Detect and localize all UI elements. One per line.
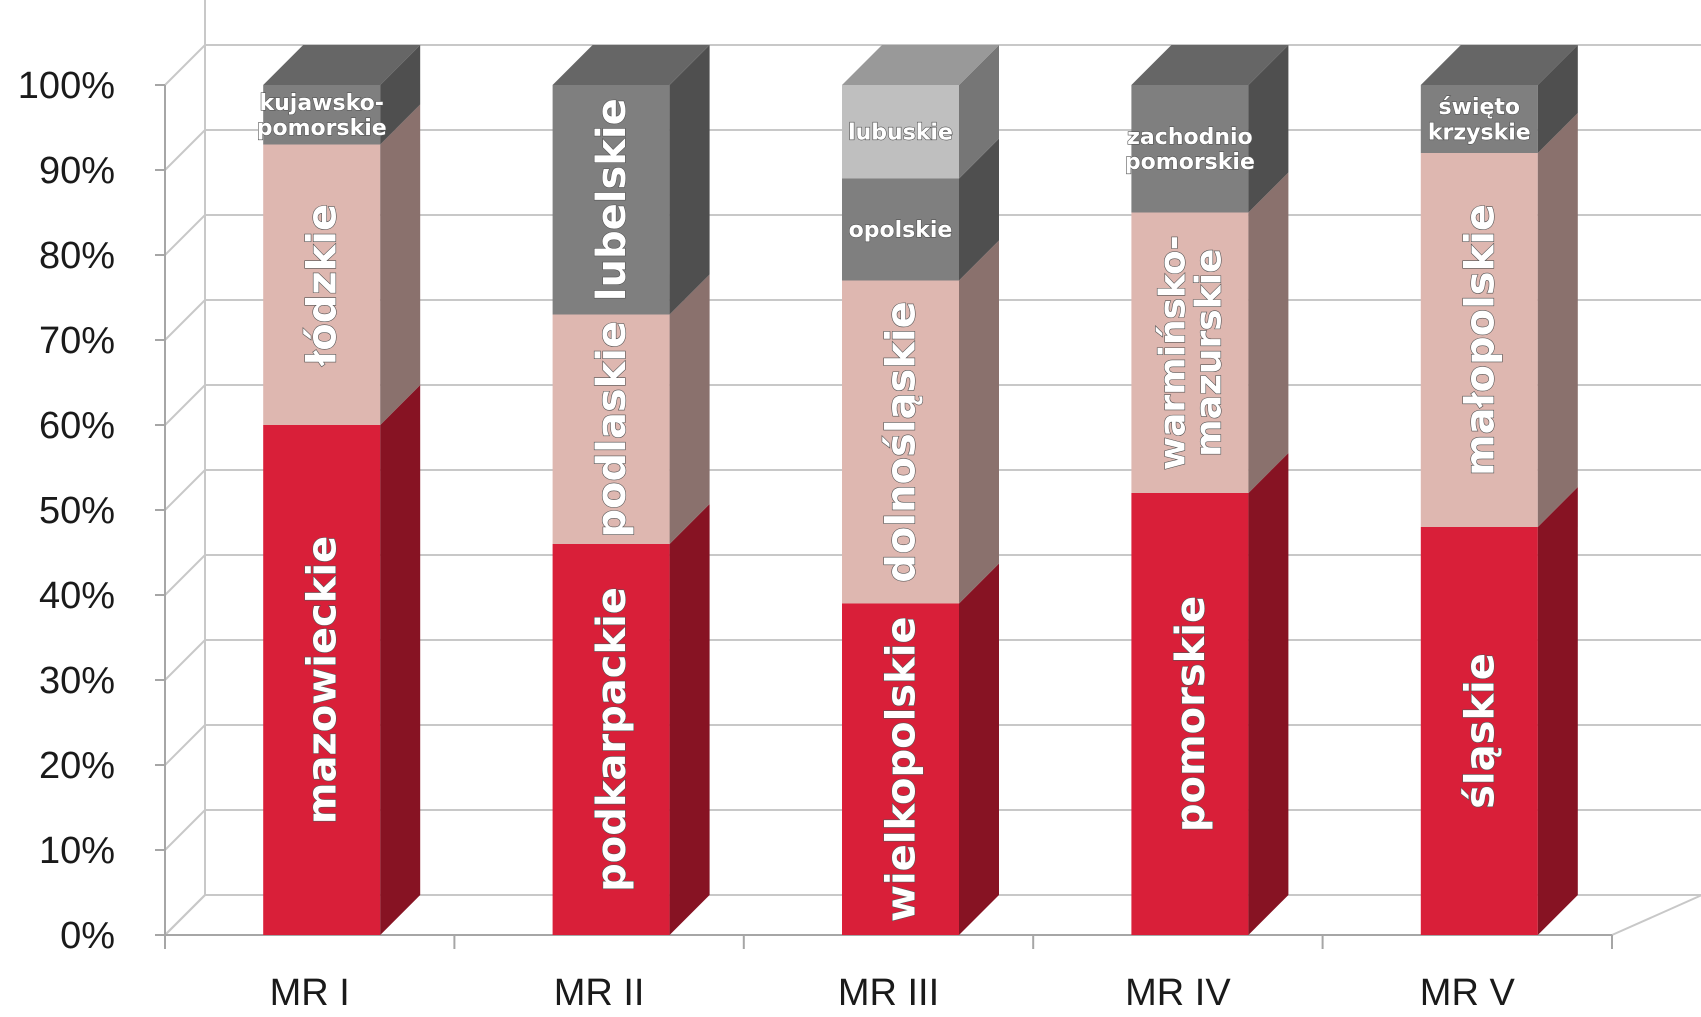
segment-top [263,45,421,85]
segment-label: mazowieckie [300,536,346,824]
segment-label: łódzkie [300,204,346,367]
y-tick-label: 30% [39,660,115,702]
segment-lubelskie: lubelskie [552,45,710,315]
segment-side [1248,453,1289,935]
segment-łódzkie: łódzkie [263,104,421,425]
segment-label: pomorskie [1168,596,1214,832]
segment-top [552,45,710,85]
segment-side [669,274,710,544]
segment-label: święto krzyskie [1428,95,1531,145]
segment-warmińsko-mazurskie: warmińsko-mazurskie [1131,172,1289,493]
segment-front [1131,212,1249,493]
bar-mr-ii: podkarpackie podlaskie lubelskie [552,45,710,935]
segment-front [842,85,959,179]
y-tick-label: 20% [39,745,115,787]
segment-top [842,45,999,85]
segment-małopolskie: małopolskie [1420,113,1578,527]
segment-top [1420,45,1578,85]
segment-front [1131,493,1249,935]
y-tick-label: 70% [39,320,115,362]
segment-front [1420,153,1538,527]
y-tick-label: 10% [39,830,115,872]
segment-front [552,544,670,935]
segment-side [959,563,999,935]
y-tick-label: 40% [39,575,115,617]
segment-wielkopolskie: wielkopolskie [842,563,999,935]
segment-pomorskie: pomorskie [1131,453,1289,935]
segment-front [263,425,381,935]
segment-label: śląskie [1457,653,1503,809]
segment-front [842,280,959,604]
segment-front [552,85,670,315]
segment-śląskie: śląskie [1420,487,1578,935]
segment-dolnośląskie: dolnośląskie [842,240,999,604]
segment-zachodnio-pomorskie: zachodnio pomorskie [1124,45,1289,213]
segment-side [959,45,999,179]
segment-side [380,104,421,425]
segment-label: opolskie [849,218,953,243]
segment-front [842,603,959,935]
segment-side [380,385,421,935]
segment-side [669,504,710,935]
y-tick-label: 0% [60,915,115,957]
segment-label: lubuskie [848,120,953,145]
x-category-label: MR IV [1125,972,1231,1014]
segment-side [959,138,999,281]
segment-side [959,240,999,604]
y-tick-label: 60% [39,405,115,447]
segment-label: dolnośląskie [879,301,925,583]
segment-label: zachodnio pomorskie [1125,125,1255,175]
segment-label: lubelskie [589,98,635,301]
bar-mr-iv: pomorskie warmińsko-mazurskie zachodnio pom… [1124,45,1289,935]
segment-label: warmińsko-mazurskie [1153,235,1230,470]
segment-top [1131,45,1289,85]
segment-mazowieckie: mazowieckie [263,385,421,935]
bars: mazowieckie łódzkie kujawsko-pomorskie podk… [256,45,1578,935]
y-tick-label: 100% [18,65,115,107]
segment-front [1420,527,1538,935]
segment-label: wielkopolskie [879,616,925,922]
segment-podlaskie: podlaskie [552,274,710,544]
x-category-label: MR I [270,972,350,1014]
segment-lubuskie: lubuskie [842,45,999,179]
segment-side [1537,113,1578,527]
segment-side [669,45,710,315]
y-tick-labels: 0% 10% 20% 30% 40% 50% 60% 70% 80% 90% 100% [18,65,115,957]
segment-front [1420,85,1538,153]
bar-mr-iii: wielkopolskie dolnośląskie opolskie lubuski… [842,45,999,935]
segment-front [263,144,381,425]
segment-side [1537,487,1578,935]
segment-święto-krzyskie: święto krzyskie [1420,45,1578,153]
segment-side [1248,172,1289,493]
bar-mr-v: śląskie małopolskie święto krzyskie [1420,45,1578,935]
x-category-label: MR V [1420,972,1516,1014]
segment-label: podkarpackie [589,587,635,892]
segment-side [380,45,421,145]
x-category-label: MR II [554,972,645,1014]
segment-side [1248,45,1289,213]
segment-front [842,178,959,281]
segment-label: podlaskie [589,321,635,538]
segment-podkarpackie: podkarpackie [552,504,710,935]
x-category-labels: MR I MR II MR III MR IV MR V [270,972,1516,1014]
segment-opolskie: opolskie [842,138,999,281]
segment-label: kujawsko-pomorskie [257,91,387,141]
segment-label: małopolskie [1457,204,1503,476]
segment-front [552,314,670,544]
y-tick-label: 90% [39,150,115,192]
back-wall-outline [204,0,206,895]
segment-front [1131,85,1249,213]
bar-mr-i: mazowieckie łódzkie kujawsko-pomorskie [256,45,421,935]
x-category-label: MR III [838,972,939,1014]
y-tick-label: 50% [39,490,115,532]
y-tick-label: 80% [39,235,115,277]
segment-side [1537,45,1578,153]
segment-kujawsko-pomorskie: kujawsko-pomorskie [256,45,421,145]
segment-front [263,85,381,145]
